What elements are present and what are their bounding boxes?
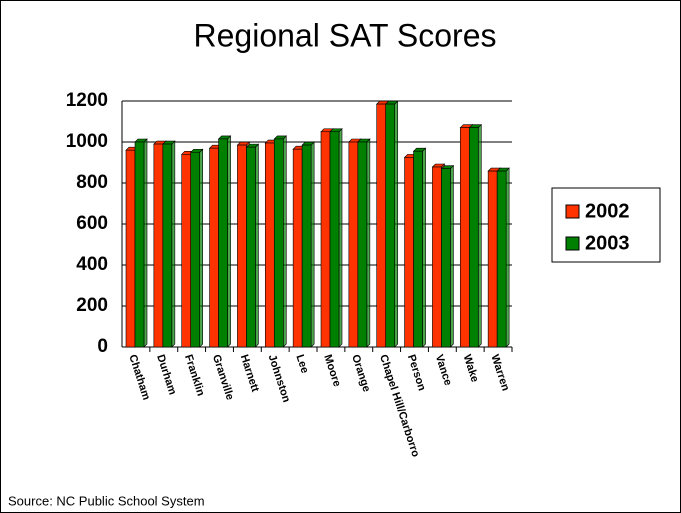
- legend-label: 2002: [585, 200, 630, 222]
- legend-swatch: [565, 204, 580, 219]
- bar-side: [143, 138, 148, 348]
- y-tick-label: 600: [76, 213, 108, 234]
- bar: [357, 141, 368, 348]
- bar: [468, 127, 479, 348]
- bar: [404, 157, 414, 348]
- bar-side: [394, 100, 399, 348]
- bar: [432, 166, 442, 348]
- bar-side: [450, 164, 454, 348]
- y-tick-label: 0: [97, 336, 108, 357]
- y-tick-label: 1000: [66, 131, 108, 152]
- bar: [301, 144, 312, 348]
- legend-swatch: [565, 236, 580, 251]
- bar: [125, 149, 136, 348]
- bar: [181, 154, 192, 348]
- bar: [385, 103, 396, 348]
- bar-side: [422, 147, 426, 348]
- bar-side: [338, 128, 343, 348]
- bar-side: [505, 167, 510, 348]
- bar: [376, 103, 387, 348]
- bar: [237, 144, 247, 348]
- bar-side: [227, 135, 231, 348]
- bar: [320, 131, 331, 348]
- bar: [264, 142, 275, 348]
- y-tick-label: 400: [76, 254, 108, 275]
- bar-side: [282, 135, 287, 348]
- y-tick-label: 800: [76, 172, 108, 193]
- bar: [496, 170, 507, 348]
- bar: [459, 127, 470, 348]
- source-note: Source: NC Public School System: [8, 493, 205, 508]
- bar: [413, 150, 423, 348]
- bar: [153, 143, 164, 348]
- bar: [218, 138, 228, 348]
- legend-label: 2003: [585, 232, 630, 254]
- y-tick-label: 200: [76, 295, 108, 316]
- bar-side: [477, 123, 482, 348]
- bar-side: [199, 148, 204, 348]
- bar-side: [366, 138, 371, 348]
- bar-side: [255, 143, 259, 348]
- chart-title: Regional SAT Scores: [194, 17, 497, 53]
- bar: [246, 146, 256, 348]
- bar: [329, 131, 340, 348]
- bar: [273, 138, 284, 348]
- bar: [209, 147, 219, 348]
- bar-side: [171, 140, 176, 348]
- bar: [162, 143, 173, 348]
- x-tick-label: Lee: [293, 353, 310, 375]
- bar: [487, 170, 498, 348]
- bar: [134, 141, 145, 348]
- bar-side: [310, 141, 315, 348]
- bar: [190, 151, 201, 348]
- y-tick-label: 1200: [66, 90, 108, 111]
- bar: [441, 168, 451, 348]
- bar: [348, 141, 359, 348]
- bar: [292, 148, 303, 348]
